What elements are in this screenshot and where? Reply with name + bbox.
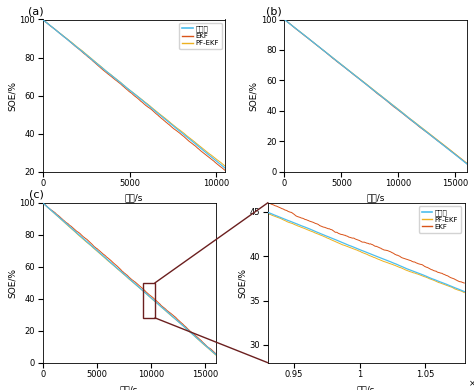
Y-axis label: SOE/%: SOE/% <box>8 268 17 298</box>
Y-axis label: SOE/%: SOE/% <box>238 268 247 298</box>
Legend: 参考値, PF-EKF, EKF: 参考値, PF-EKF, EKF <box>419 206 461 232</box>
Text: (a): (a) <box>28 7 44 16</box>
Text: ×10⁴: ×10⁴ <box>468 379 474 388</box>
X-axis label: 时间/s: 时间/s <box>125 194 143 203</box>
X-axis label: 时间/s: 时间/s <box>120 385 138 390</box>
Y-axis label: SOE/%: SOE/% <box>8 81 17 110</box>
Legend: 参考値, EKF, PF-EKF: 参考値, EKF, PF-EKF <box>180 23 222 49</box>
Y-axis label: SOE/%: SOE/% <box>249 81 258 110</box>
X-axis label: 时间/s: 时间/s <box>366 194 385 203</box>
Text: (b): (b) <box>266 7 282 16</box>
Bar <box>143 283 155 318</box>
X-axis label: 时间/s: 时间/s <box>357 385 375 390</box>
Text: (c): (c) <box>29 190 44 200</box>
